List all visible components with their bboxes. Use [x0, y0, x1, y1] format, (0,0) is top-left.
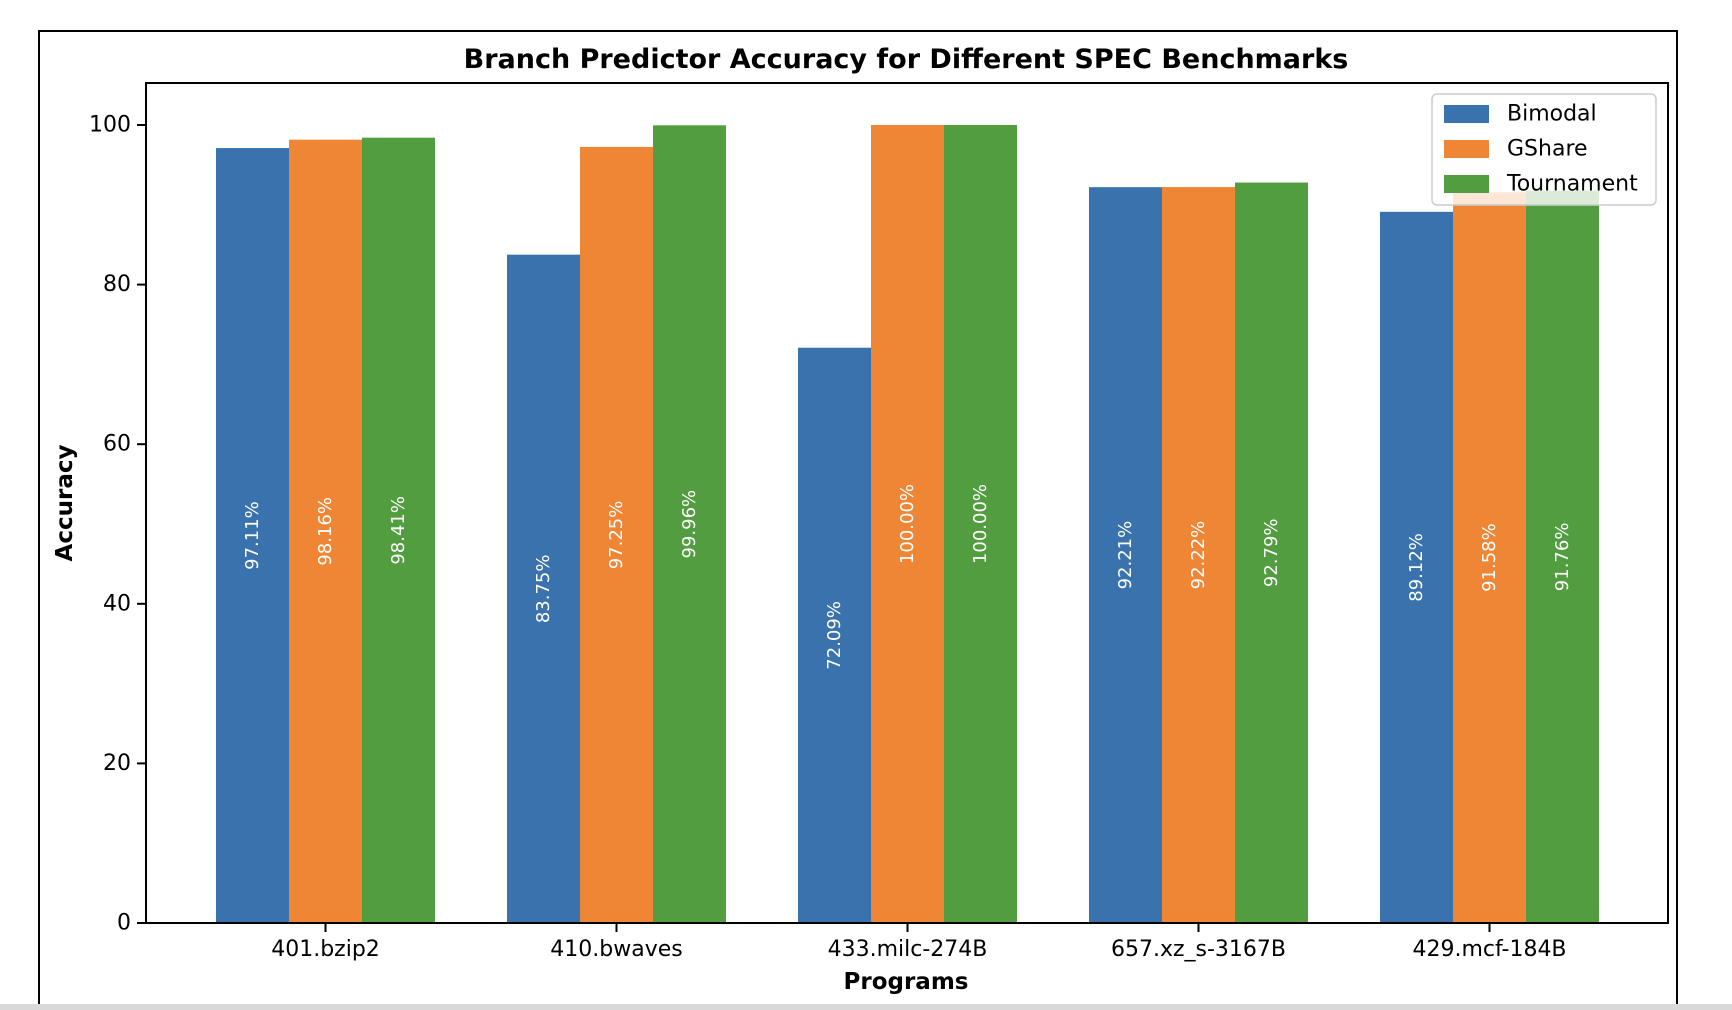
- bar-bimodal-3: [1089, 187, 1162, 924]
- bar-tournament-3: [1235, 182, 1308, 924]
- bar-labels-group: 97.11% 83.75% 72.09% 92.21% 89.12% 98.16% 97.2…: [242, 484, 1573, 670]
- y-tick-label: 40: [103, 591, 131, 616]
- bar-gshare-4: [1453, 192, 1526, 924]
- bar-value-label: 100.00%: [970, 484, 991, 564]
- bar-value-label: 98.41%: [388, 496, 409, 565]
- y-tick-label: 0: [117, 911, 131, 936]
- bar-value-label: 92.79%: [1261, 518, 1282, 587]
- y-axis-title: Accuracy: [52, 445, 78, 562]
- bar-tournament-2: [944, 125, 1017, 923]
- bar-value-label: 91.76%: [1552, 523, 1573, 592]
- bar-value-label: 92.22%: [1188, 521, 1209, 590]
- bar-value-label: 92.21%: [1115, 521, 1136, 590]
- bar-gshare-2: [871, 125, 944, 923]
- window-bottom-bar: [0, 1004, 1732, 1010]
- y-axis: 0 20 40 60 80 100: [89, 113, 146, 936]
- legend-label-gshare: GShare: [1507, 137, 1588, 162]
- bar-value-label: 89.12%: [1406, 533, 1427, 602]
- x-tick-label: 410.bwaves: [550, 937, 682, 962]
- legend-swatch-tournament: [1444, 175, 1489, 193]
- bar-gshare-3: [1162, 187, 1235, 923]
- y-tick-label: 100: [89, 113, 131, 138]
- x-axis-title: Programs: [844, 969, 969, 995]
- legend-label-tournament: Tournament: [1506, 172, 1638, 197]
- bar-tournament-0: [362, 137, 435, 923]
- y-tick-label: 20: [103, 751, 131, 776]
- y-tick-label: 80: [103, 272, 131, 297]
- bar-value-label: 97.25%: [606, 501, 627, 570]
- bar-value-label: 97.11%: [242, 501, 263, 570]
- bar-gshare-0: [289, 139, 362, 923]
- bar-value-label: 98.16%: [315, 497, 336, 566]
- legend: Bimodal GShare Tournament: [1431, 93, 1657, 206]
- chart-title: Branch Predictor Accuracy for Different …: [464, 44, 1349, 75]
- x-axis: 401.bzip2 410.bwaves 433.milc-274B 657.xz_s…: [271, 923, 1567, 962]
- x-tick-label: 433.milc-274B: [828, 937, 988, 962]
- y-tick-label: 60: [103, 432, 131, 457]
- bar-bimodal-0: [216, 148, 289, 923]
- bar-value-label: 99.96%: [679, 490, 700, 559]
- bar-value-label: 72.09%: [824, 601, 845, 670]
- bar-tournament-1: [653, 125, 726, 923]
- x-tick-label: 401.bzip2: [271, 937, 380, 962]
- bar-value-label: 100.00%: [897, 484, 918, 564]
- bar-gshare-1: [580, 146, 653, 923]
- bars-group: [216, 125, 1599, 924]
- legend-swatch-gshare: [1444, 140, 1489, 158]
- x-tick-label: 429.mcf-184B: [1412, 937, 1566, 962]
- bar-tournament-4: [1526, 190, 1599, 924]
- bar-bimodal-1: [507, 254, 580, 924]
- x-tick-label: 657.xz_s-3167B: [1111, 937, 1286, 962]
- legend-label-bimodal: Bimodal: [1507, 102, 1597, 127]
- bar-bimodal-2: [798, 347, 871, 923]
- bar-value-label: 91.58%: [1479, 523, 1500, 592]
- legend-swatch-bimodal: [1444, 105, 1489, 123]
- bar-bimodal-4: [1380, 211, 1453, 924]
- bar-value-label: 83.75%: [533, 555, 554, 624]
